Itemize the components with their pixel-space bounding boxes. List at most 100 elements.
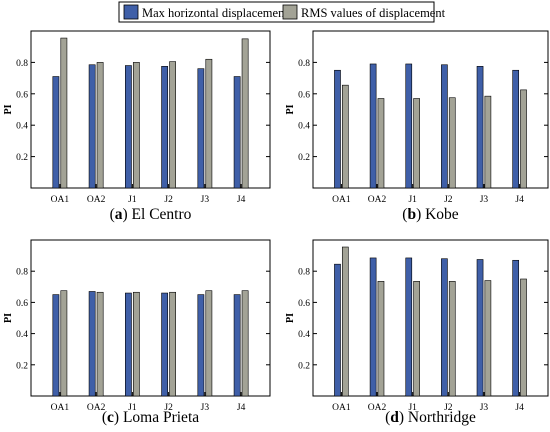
x-tick-label: OA2 [368, 403, 387, 413]
bar-rms-displacement [341, 246, 349, 397]
x-tick-label: J3 [480, 403, 489, 413]
y-tick-label: 0.2 [16, 361, 28, 371]
bar-rms-displacement [132, 62, 140, 189]
bar-max-horizontal-displacement [441, 64, 448, 189]
bar-rms-displacement [377, 98, 385, 189]
y-tick-label: 0.2 [16, 153, 28, 163]
bar-max-horizontal-displacement [88, 291, 96, 397]
bar-rms-displacement [341, 84, 349, 189]
x-tick-label: J3 [480, 195, 489, 205]
axes-frame [312, 30, 549, 189]
bar-rms-displacement [484, 280, 492, 397]
y-tick-label: 0.2 [298, 153, 310, 163]
bar-rms-displacement [60, 37, 68, 189]
bar-rms-displacement [413, 98, 420, 189]
x-tick-label: OA1 [51, 403, 70, 413]
x-tick-label: OA2 [87, 195, 106, 205]
bar-rms-displacement [241, 38, 249, 189]
axes-frame [30, 30, 271, 189]
x-tick-label: J2 [164, 195, 173, 205]
x-tick-label: J3 [201, 195, 210, 205]
bar-max-horizontal-displacement [52, 294, 60, 397]
bar-rms-displacement [205, 58, 213, 189]
bar-max-horizontal-displacement [441, 258, 448, 397]
panel-caption: (b) Kobe [402, 206, 459, 223]
bar-max-horizontal-displacement [233, 294, 241, 397]
y-tick-label: 0.2 [298, 361, 310, 371]
y-tick-label: 0.8 [16, 268, 28, 278]
bar-max-horizontal-displacement [52, 76, 60, 189]
legend-label-max: Max horizontal displacement [142, 6, 288, 20]
bar-max-horizontal-displacement [405, 63, 413, 189]
bar-max-horizontal-displacement [405, 257, 413, 397]
bar-max-horizontal-displacement [476, 259, 484, 397]
bar-max-horizontal-displacement [334, 263, 341, 397]
x-tick-label: OA1 [51, 195, 70, 205]
x-tick-label: OA1 [332, 403, 351, 413]
bar-rms-displacement [413, 281, 420, 397]
bar-max-horizontal-displacement [369, 63, 377, 189]
x-tick-label: J1 [408, 403, 417, 413]
legend: Max horizontal displacement RMS values o… [118, 1, 446, 23]
panel-caption-open: ( [402, 206, 407, 223]
bar-rms-displacement [448, 97, 456, 189]
bar-max-horizontal-displacement [197, 294, 205, 397]
y-tick-label: 0.4 [298, 330, 310, 340]
x-tick-label: J2 [164, 403, 173, 413]
y-tick-label: 0.4 [16, 122, 28, 132]
bar-rms-displacement [484, 95, 492, 189]
panels: 0.2 0.4 0.6 0.8 PI OA1 OA2 J1 J2 J3 J4 (a) El Centr… [3, 30, 549, 426]
panel-b: 0.2 0.4 0.6 0.8 PI OA1 OA2 J1 J2 J3 J4 (b) Kobe [285, 30, 549, 223]
legend-frame [118, 1, 435, 23]
y-tick-label: 0.6 [298, 90, 310, 100]
x-tick-label: J2 [444, 195, 453, 205]
bar-max-horizontal-displacement [125, 65, 132, 189]
legend-label-rms: RMS values of displacement [301, 6, 446, 20]
bar-max-horizontal-displacement [512, 259, 520, 397]
y-axis-label: PI [3, 313, 14, 323]
bar-rms-displacement [377, 281, 385, 397]
bar-max-horizontal-displacement [125, 292, 132, 397]
bar-rms-displacement [241, 290, 249, 397]
x-tick-label: J2 [444, 403, 453, 413]
axes-frame [30, 239, 271, 397]
panel-caption-title: ) Northridge [399, 409, 476, 426]
panel-caption-title: ) El Centro [123, 206, 192, 223]
bar-max-horizontal-displacement [88, 64, 96, 189]
axes-frame [312, 239, 549, 397]
legend-swatch-rms [282, 4, 298, 20]
legend-swatch-max [123, 4, 139, 20]
bar-rms-displacement [60, 290, 68, 397]
panel-caption: (a) El Centro [110, 206, 192, 223]
panel-caption-title: ) Kobe [416, 206, 459, 223]
panel-caption: (d) Northridge [385, 409, 476, 426]
bar-max-horizontal-displacement [197, 68, 205, 189]
bar-rms-displacement [169, 291, 176, 397]
panel-caption-letter: b [407, 206, 416, 223]
panel-caption-letter: c [107, 409, 114, 426]
bar-max-horizontal-displacement [233, 76, 241, 189]
bar-rms-displacement [448, 281, 456, 397]
panel-d: 0.2 0.4 0.6 0.8 PI OA1 OA2 J1 J2 J3 J4 (d) Northrid… [285, 239, 549, 426]
x-tick-label: J3 [201, 403, 210, 413]
y-tick-label: 0.6 [16, 90, 28, 100]
bar-max-horizontal-displacement [369, 257, 377, 397]
bar-max-horizontal-displacement [334, 69, 341, 189]
y-axis-label: PI [285, 313, 296, 323]
x-tick-label: J4 [237, 195, 246, 205]
y-tick-label: 0.6 [16, 299, 28, 309]
y-tick-label: 0.8 [298, 268, 310, 278]
y-tick-label: 0.8 [298, 59, 310, 69]
x-tick-label: J4 [515, 195, 524, 205]
bar-rms-displacement [520, 89, 527, 189]
y-tick-label: 0.8 [16, 59, 28, 69]
panel-c: 0.2 0.4 0.6 0.8 PI OA1 OA2 J1 J2 J3 J4 (c) Loma Pri… [3, 239, 271, 426]
bar-max-horizontal-displacement [161, 66, 169, 189]
y-axis-label: PI [285, 104, 296, 114]
bar-rms-displacement [520, 278, 527, 397]
panel-caption-open: ( [385, 409, 390, 426]
bar-rms-displacement [96, 62, 104, 189]
bar-rms-displacement [169, 61, 176, 189]
x-tick-label: J4 [515, 403, 524, 413]
